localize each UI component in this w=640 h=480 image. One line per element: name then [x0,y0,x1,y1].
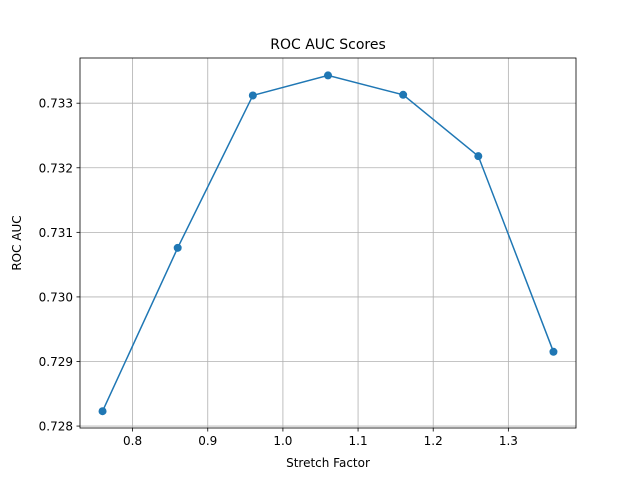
x-tick-label: 1.1 [349,434,368,448]
x-tick-label: 0.8 [123,434,142,448]
data-point [98,407,107,416]
x-tick-label: 0.9 [198,434,217,448]
series-layer [98,71,558,416]
y-tick-label: 0.731 [39,226,73,240]
tick-layer: 0.8 0.9 1.0 1.1 1.2 1.3 0.728 0.729 0.730 0.731 0.… [39,97,518,448]
y-tick-label: 0.733 [39,97,73,111]
y-tick-label: 0.730 [39,290,73,304]
data-point [173,243,182,252]
x-axis-label: Stretch Factor [286,456,370,470]
y-tick-label: 0.729 [39,355,73,369]
data-point [399,90,408,99]
series-line [101,74,555,412]
x-tick-label: 1.3 [499,434,518,448]
data-point [248,91,257,100]
data-point [324,71,332,80]
data-point [474,152,483,161]
y-axis-label: ROC AUC [10,215,24,270]
data-point [549,347,558,356]
plot-frame [79,57,577,429]
chart-title: ROC AUC Scores [270,37,386,53]
y-tick-label: 0.732 [39,161,73,175]
y-tick-label: 0.728 [39,420,73,434]
grid-layer [80,58,576,428]
x-tick-label: 1.2 [424,434,443,448]
x-tick-label: 1.0 [273,434,292,448]
